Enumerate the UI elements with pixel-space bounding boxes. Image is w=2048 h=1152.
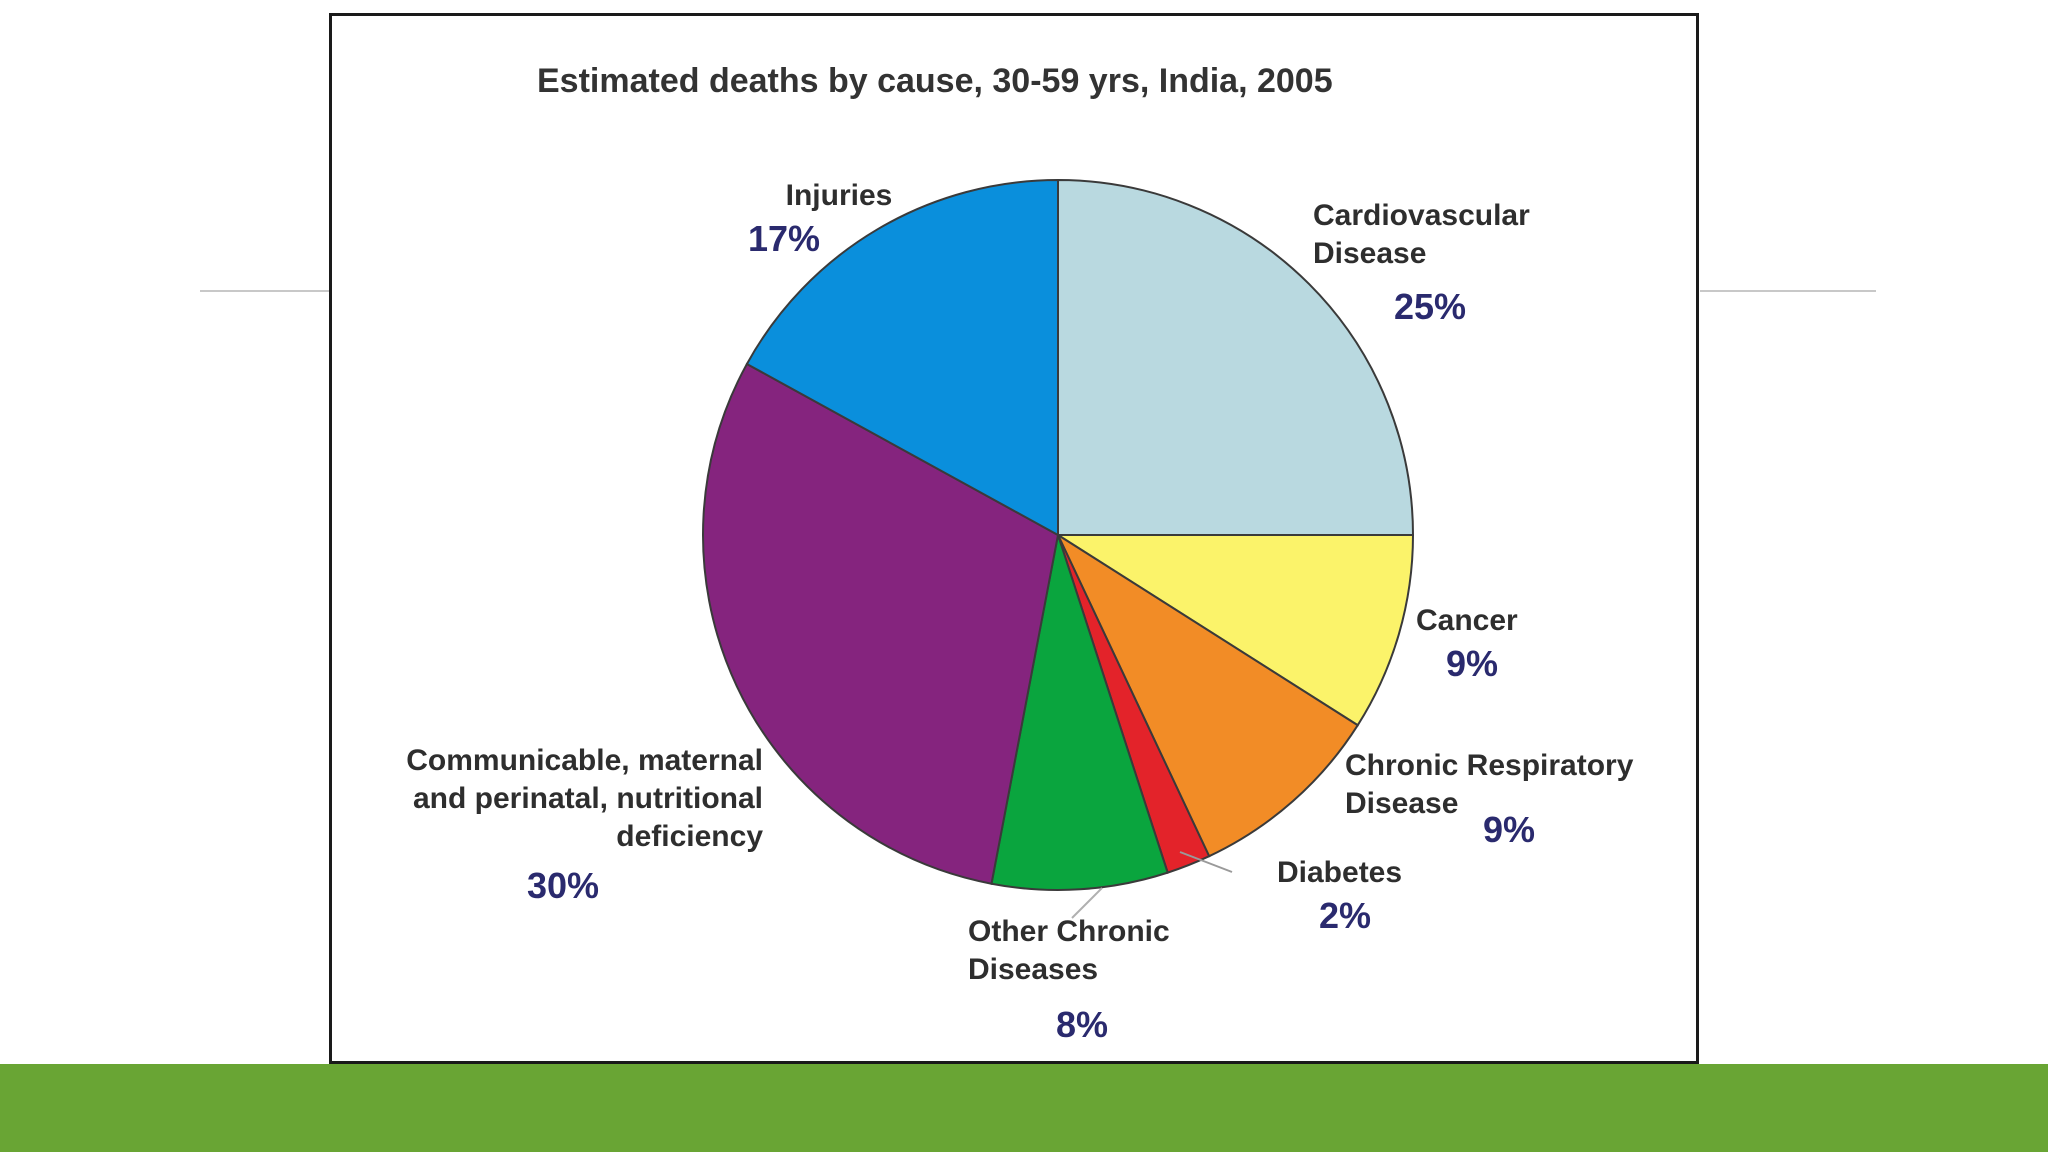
slice-label-line: Diseases xyxy=(968,953,1098,986)
pie-chart: Estimated deaths by cause, 30-59 yrs, In… xyxy=(406,62,1633,1045)
slice-value-diabetes: 2% xyxy=(1319,895,1371,936)
pie-labels: Cardiovascular Disease25%Cancer9%Chronic … xyxy=(406,179,1633,1045)
slice-label-line: Chronic Respiratory xyxy=(1345,749,1634,782)
slice-value-cancer: 9% xyxy=(1446,643,1498,684)
slice-label-cardiovascular-disease: Cardiovascular Disease xyxy=(1313,199,1530,270)
leader-line-other-chronic xyxy=(1071,887,1103,919)
slice-label-line: Cancer xyxy=(1416,604,1518,637)
slice-label-chronic-respiratory-disease: Chronic Respiratory Disease xyxy=(1345,749,1634,820)
slice-label-line: Communicable, maternal xyxy=(406,744,763,777)
pie-slices xyxy=(702,178,1415,919)
slice-label-line: deficiency xyxy=(616,820,763,853)
slice-value-injuries: 17% xyxy=(748,218,820,259)
slice-value-communicable-maternal-and-perinatal-nutritional-deficiency: 30% xyxy=(527,865,599,906)
pie-slice-cancer xyxy=(1054,534,1415,727)
slice-label-injuries: Injuries xyxy=(786,179,893,212)
slice-label-line: Diabetes xyxy=(1277,856,1402,889)
slice-label-line: Cardiovascular xyxy=(1313,199,1530,232)
slice-label-other-chronic-diseases: Other Chronic Diseases xyxy=(968,915,1170,986)
slice-label-communicable-maternal-and-perinatal-nutritional-deficiency: Communicable, maternal and perinatal, nut… xyxy=(406,744,763,853)
footer-bar xyxy=(0,1064,2048,1152)
slice-label-line: Disease xyxy=(1345,787,1458,820)
decorative-rule-right xyxy=(1700,290,1876,292)
chart-frame: Estimated deaths by cause, 30-59 yrs, In… xyxy=(329,13,1699,1064)
pie-slice-communicable-maternal-and-perinatal-nutritional-deficiency xyxy=(702,362,1060,885)
slice-label-line: Other Chronic xyxy=(968,915,1170,948)
decorative-rule-left xyxy=(200,290,330,292)
pie-slice-other-chronic-diseases xyxy=(990,534,1169,891)
pie-slice-injuries xyxy=(745,178,1059,537)
leader-line-diabetes xyxy=(1179,851,1233,873)
pie-slice-cardiovascular-disease xyxy=(1057,178,1415,536)
slice-value-cardiovascular-disease: 25% xyxy=(1394,286,1466,327)
slice-value-other-chronic-diseases: 8% xyxy=(1056,1004,1108,1045)
slice-label-diabetes: Diabetes xyxy=(1277,856,1402,889)
pie-slice-chronic-respiratory-disease xyxy=(1055,532,1360,858)
chart-title: Estimated deaths by cause, 30-59 yrs, In… xyxy=(537,62,1333,100)
slice-value-chronic-respiratory-disease: 9% xyxy=(1483,809,1535,850)
slice-label-cancer: Cancer xyxy=(1416,604,1518,637)
slice-label-line: Injuries xyxy=(786,179,893,212)
slice-label-line: Disease xyxy=(1313,237,1426,270)
slice-label-line: and perinatal, nutritional xyxy=(413,782,763,815)
